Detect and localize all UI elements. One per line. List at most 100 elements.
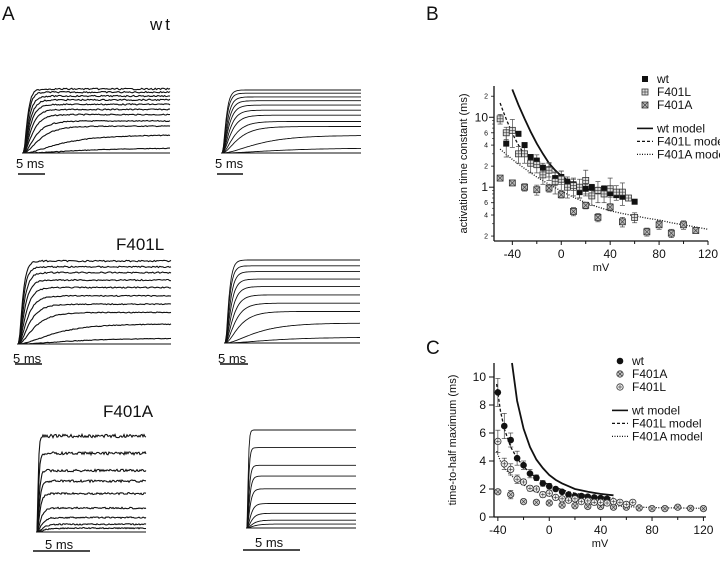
data-point-wt (520, 461, 527, 469)
y-tick-label: 10 (473, 370, 487, 384)
data-point-f401l (496, 115, 504, 123)
model-trace (221, 100, 361, 154)
recorded-trace (22, 87, 171, 154)
data-point-f401a (661, 504, 669, 513)
row-label-wt: wt (149, 15, 173, 34)
data-point-wt (607, 190, 614, 197)
legend-label: F401L model (657, 134, 720, 148)
x-tick-label: 40 (594, 523, 608, 537)
data-point-wt (539, 164, 546, 171)
data-point-f401l (513, 475, 521, 483)
data-point-wt (619, 193, 626, 200)
data-point-wt (533, 474, 540, 482)
data-point-f401a (582, 201, 590, 209)
recorded-trace (17, 337, 172, 345)
recorded-trace (36, 491, 147, 533)
data-point-f401l (500, 460, 508, 468)
recorded-trace (36, 526, 147, 533)
data-point-f401a (619, 218, 626, 226)
model-trace (224, 278, 360, 344)
model-trace (246, 429, 356, 529)
data-point-f401l (563, 183, 571, 191)
model-trace (246, 512, 356, 529)
data-point-f401l (584, 497, 592, 505)
data-point-f401a (667, 229, 675, 237)
model-trace (224, 311, 360, 344)
y-minor-tick-label: 4 (484, 143, 488, 150)
data-point-f401l (594, 186, 602, 194)
model-trace (224, 294, 360, 344)
scale-label-f401a-right: 5 ms (255, 535, 284, 550)
data-point-f401l (508, 126, 516, 134)
series-line-f401l-model (499, 102, 526, 155)
x-tick-label: 0 (546, 523, 553, 537)
recorded-trace (17, 286, 172, 345)
recorded-trace (36, 468, 147, 533)
model-trace (221, 96, 361, 154)
y-minor-tick-label: 6 (484, 200, 488, 207)
model-trace (221, 126, 361, 154)
recorded-trace (36, 450, 147, 533)
data-point-wt (533, 157, 540, 164)
data-point-wt (631, 198, 638, 205)
data-point-f401l (552, 493, 560, 501)
legend-marker-f401a (641, 101, 649, 109)
y-tick-label: 6 (479, 426, 486, 440)
data-point-f401l (521, 150, 528, 158)
model-trace (246, 464, 356, 529)
data-point-f401l (527, 159, 535, 167)
y-tick-label: 0 (479, 510, 486, 524)
x-tick-label: 120 (698, 247, 718, 261)
x-tick-label: -40 (504, 247, 522, 261)
data-point-f401l (539, 490, 547, 499)
recorded-trace (36, 516, 147, 533)
recorded-trace (36, 506, 147, 533)
data-point-f401a (594, 213, 602, 221)
data-point-wt (503, 140, 510, 147)
data-point-f401l (616, 498, 624, 506)
model-trace (221, 147, 361, 154)
panel-a-letter: A (2, 4, 15, 25)
data-point-f401a (686, 504, 695, 512)
model-trace (221, 89, 361, 154)
data-point-wt (521, 142, 528, 149)
model-trace (246, 523, 356, 529)
recorded-trace (22, 119, 171, 154)
data-point-wt (526, 470, 534, 477)
model-trace (224, 302, 360, 344)
recorded-trace (36, 478, 147, 533)
x-tick-label: -40 (489, 523, 507, 537)
legend-label: wt model (656, 121, 705, 135)
series-line-f401a-model (495, 450, 704, 509)
data-point-f401a (507, 490, 515, 499)
legend-label: F401L model (632, 416, 702, 430)
data-point-wt (552, 175, 559, 182)
y-tick-label: 1 (481, 180, 488, 194)
y-minor-tick-label: 2 (484, 164, 488, 171)
model-trace (246, 503, 356, 529)
data-point-f401l (532, 485, 541, 493)
recorded-trace (17, 265, 172, 345)
x-axis-title: mV (593, 262, 610, 274)
recorded-trace (17, 278, 172, 345)
data-point-wt (590, 494, 598, 501)
y-axis-title: activation time constant (ms) (458, 94, 470, 234)
recorded-trace (17, 271, 172, 345)
data-point-f401a (557, 191, 565, 199)
data-point-f401a (571, 502, 579, 510)
recorded-trace (17, 311, 172, 345)
data-point-f401a (558, 501, 566, 509)
model-trace (224, 286, 360, 344)
data-point-wt (578, 492, 585, 500)
data-point-f401a (606, 203, 614, 211)
data-point-wt (565, 491, 572, 498)
data-point-f401l (502, 129, 510, 137)
legend-label: F401A (632, 367, 667, 381)
data-point-f401a (674, 503, 682, 511)
model-trace (221, 121, 361, 154)
data-point-wt (588, 184, 595, 191)
data-point-f401l (576, 183, 583, 191)
y-minor-tick-label: 2 (484, 94, 488, 101)
data-point-f401l (545, 489, 553, 497)
